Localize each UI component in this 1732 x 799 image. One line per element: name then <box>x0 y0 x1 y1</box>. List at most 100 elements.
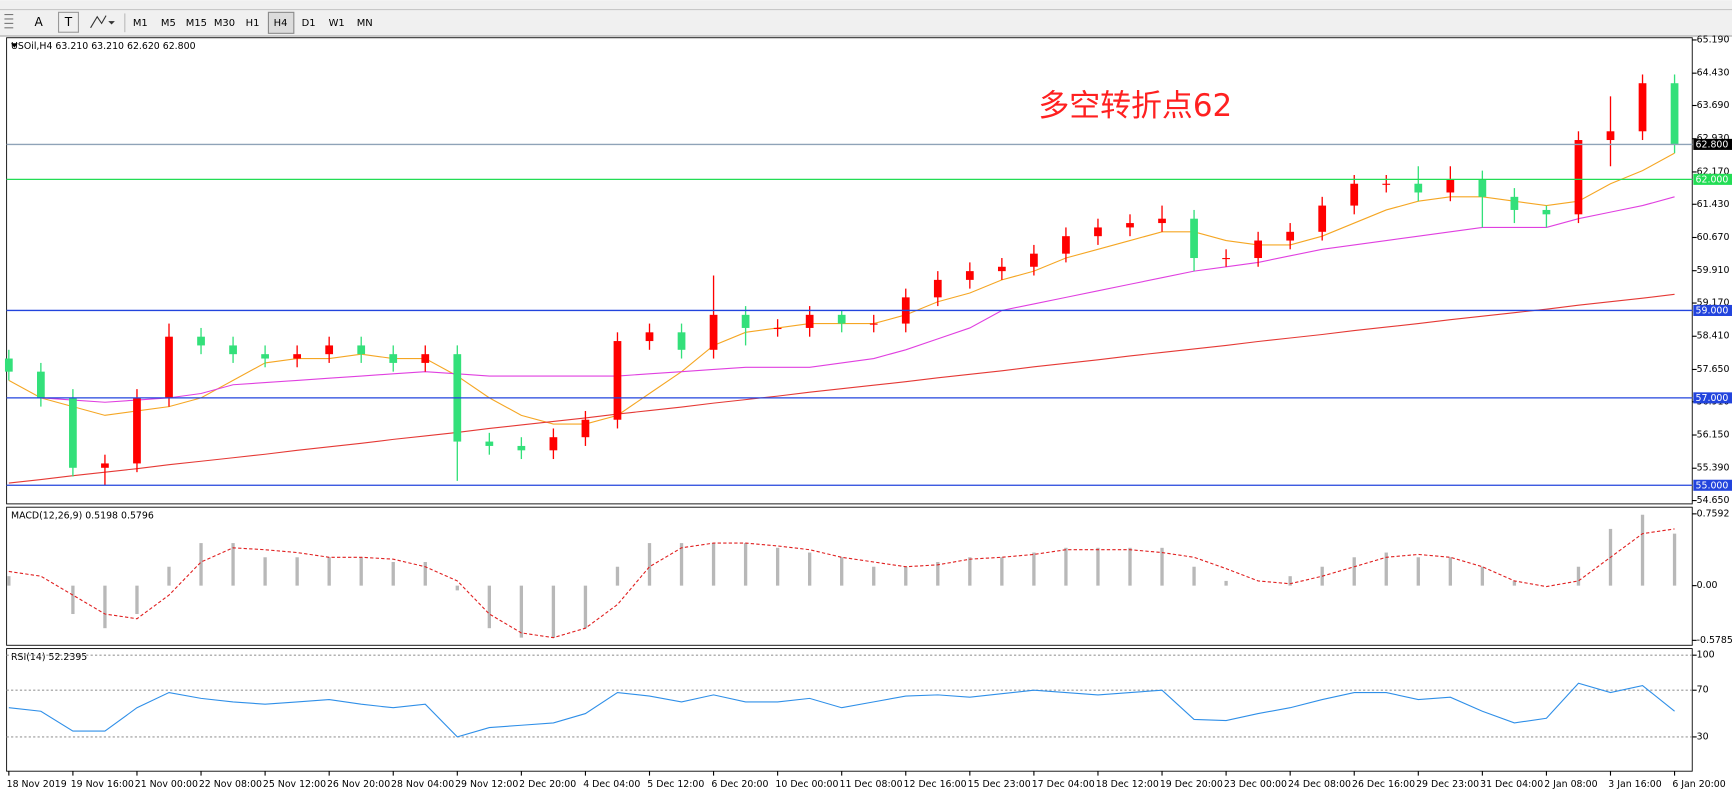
x-tick-label: 26 Nov 20:00 <box>327 779 390 790</box>
timeframe-button[interactable]: M5 <box>161 18 176 29</box>
x-tick-label: 2 Dec 20:00 <box>519 779 576 790</box>
level-label: 57.000 <box>1696 393 1729 404</box>
macd-bar <box>1032 552 1036 586</box>
dropdown-arrow[interactable] <box>108 21 115 25</box>
macd-bar <box>327 557 331 586</box>
timeframe-button[interactable]: H4 <box>274 18 288 29</box>
x-tick-label: 24 Dec 08:00 <box>1288 779 1351 790</box>
candle-body <box>1510 196 1519 210</box>
y-tick-label: 54.650 <box>1697 495 1730 506</box>
y-tick-label: 55.390 <box>1697 463 1730 474</box>
macd-bar <box>1480 566 1485 586</box>
timeframe-active[interactable] <box>267 11 295 34</box>
x-tick-label: 19 Dec 20:00 <box>1160 779 1223 790</box>
annotation: 多空转折点62 <box>1038 88 1232 124</box>
candle-body <box>1638 83 1647 132</box>
y-tick-label: 57.650 <box>1697 364 1730 375</box>
candle-body <box>1254 240 1262 259</box>
tool-button[interactable] <box>57 11 79 33</box>
candle-body <box>581 419 590 438</box>
macd-bar <box>840 557 844 586</box>
candle-body <box>1446 179 1455 193</box>
panel-frame <box>6 506 1693 646</box>
macd-bar <box>1640 514 1645 586</box>
macd-bar <box>167 566 171 586</box>
y-tick-label: 100 <box>1697 650 1715 661</box>
candle-body <box>549 437 558 451</box>
macd-bar <box>231 543 235 586</box>
level-label: 59.000 <box>1696 306 1729 317</box>
shift-marker <box>11 43 18 48</box>
moving-average <box>8 293 1675 484</box>
chart-layer: A T M1 M5 M15 M30 H1 H4 D1 W1 MN USOil,H4 63.210 63… <box>4 11 1732 790</box>
macd-bar <box>647 543 652 586</box>
y-tick-label: -0.5785 <box>1697 635 1732 646</box>
candle-body <box>965 271 974 280</box>
tool-label[interactable]: T <box>64 15 73 29</box>
line-tool-icon[interactable] <box>90 15 107 29</box>
timeframe-button[interactable]: M15 <box>186 18 207 29</box>
macd-bar <box>808 552 812 586</box>
macd-bar <box>295 557 299 586</box>
x-tick-label: 28 Nov 04:00 <box>391 779 454 790</box>
level-label: 62.000 <box>1696 174 1729 185</box>
macd-bar <box>1064 547 1068 586</box>
level-label-box <box>1693 392 1732 404</box>
y-tick-label: 62.170 <box>1697 166 1730 177</box>
candle-body <box>1414 183 1423 193</box>
candle-body <box>357 345 366 355</box>
macd-bar <box>423 562 427 586</box>
timeframe-button[interactable]: M1 <box>133 18 148 29</box>
candle-body <box>645 332 654 342</box>
x-tick-label: 11 Dec 08:00 <box>839 779 902 790</box>
candle-body <box>1062 236 1070 254</box>
x-tick-label: 21 Nov 00:00 <box>135 779 198 790</box>
candle-body <box>293 354 302 359</box>
macd-bar <box>1096 547 1100 586</box>
timeframe-button[interactable]: H1 <box>246 18 260 29</box>
candle-body <box>1670 83 1679 145</box>
x-tick-label: 19 Nov 16:00 <box>71 779 134 790</box>
tool-label[interactable]: A <box>35 15 44 29</box>
candle-body <box>229 345 237 355</box>
x-tick-label: 29 Nov 12:00 <box>455 779 518 790</box>
candle-body <box>741 314 750 328</box>
macd-bar <box>1512 580 1517 586</box>
timeframe-button[interactable]: M30 <box>214 18 235 29</box>
candle-body <box>1574 140 1583 215</box>
macd-bar <box>1384 552 1388 586</box>
x-tick-label: 31 Dec 04:00 <box>1480 779 1543 790</box>
panel-title: USOil,H4 63.210 63.210 62.620 62.800 <box>11 41 196 52</box>
macd-bar <box>904 566 908 586</box>
macd-bar <box>583 585 588 629</box>
candle-body <box>69 397 77 468</box>
timeframe-button[interactable]: MN <box>357 18 373 29</box>
timeframe-button[interactable]: D1 <box>302 18 316 29</box>
macd-bar <box>71 585 75 615</box>
candle-body <box>677 332 686 350</box>
macd-bar <box>1416 557 1420 586</box>
x-tick-label: 12 Dec 16:00 <box>904 779 967 790</box>
macd-bar <box>1672 533 1677 586</box>
macd-bar <box>359 557 363 586</box>
x-tick-label: 26 Dec 16:00 <box>1352 779 1415 790</box>
x-tick-label: 5 Dec 12:00 <box>647 779 704 790</box>
x-tick-label: 22 Nov 08:00 <box>199 779 262 790</box>
candle-body <box>197 336 205 346</box>
x-tick-label: 18 Nov 2019 <box>7 779 67 790</box>
candle-body <box>421 354 430 363</box>
macd-bar <box>1224 580 1228 586</box>
y-tick-label: 70 <box>1697 685 1709 696</box>
y-tick-label: 62.930 <box>1697 133 1730 144</box>
candle-body <box>1190 218 1198 259</box>
candle-body <box>1606 131 1615 141</box>
tool-button[interactable] <box>28 12 49 33</box>
rsi-line <box>8 682 1675 738</box>
timeframe-button[interactable]: W1 <box>329 18 345 29</box>
macd-bar <box>1160 547 1164 586</box>
y-tick-label: 61.430 <box>1697 199 1730 210</box>
candle-body <box>1286 231 1295 241</box>
candle-body <box>1318 205 1327 232</box>
